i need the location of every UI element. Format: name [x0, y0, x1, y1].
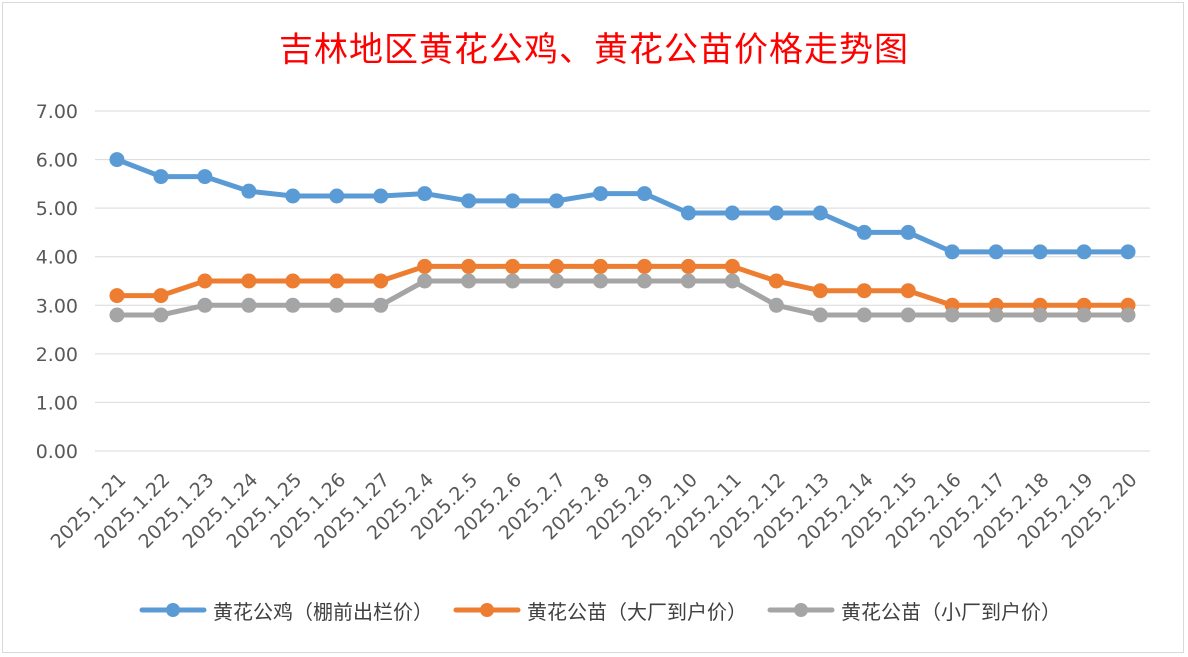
- data-point: [900, 307, 916, 323]
- legend-label: 黄花公鸡（棚前出栏价）: [213, 599, 433, 624]
- data-point: [417, 186, 433, 202]
- legend-item: 黄花公鸡（棚前出栏价）: [139, 596, 433, 625]
- data-point: [417, 273, 433, 289]
- data-point: [856, 283, 872, 299]
- data-point: [373, 273, 389, 289]
- data-point: [109, 288, 125, 304]
- data-point: [505, 193, 521, 209]
- data-point: [329, 297, 345, 313]
- data-point: [636, 273, 652, 289]
- data-point: [593, 273, 609, 289]
- data-point: [373, 188, 389, 204]
- data-point: [768, 205, 784, 221]
- data-point: [768, 273, 784, 289]
- data-point: [636, 186, 652, 202]
- data-point: [549, 258, 565, 274]
- data-point: [1120, 244, 1136, 260]
- data-point: [285, 188, 301, 204]
- legend-swatch: [767, 600, 835, 620]
- data-point: [153, 307, 169, 323]
- data-point: [197, 169, 213, 185]
- data-point: [109, 307, 125, 323]
- data-point: [1120, 307, 1136, 323]
- data-point: [1032, 244, 1048, 260]
- data-point: [856, 224, 872, 240]
- data-point: [549, 273, 565, 289]
- data-point: [988, 307, 1004, 323]
- legend-marker: [794, 603, 808, 617]
- data-point: [241, 297, 257, 313]
- data-point: [636, 258, 652, 274]
- y-tick-label: 6.00: [36, 150, 78, 172]
- data-point: [153, 169, 169, 185]
- legend-marker: [166, 603, 180, 617]
- data-point: [680, 205, 696, 221]
- legend-swatch: [139, 600, 207, 620]
- data-point: [505, 258, 521, 274]
- y-tick-label: 1.00: [36, 392, 78, 414]
- data-point: [373, 297, 389, 313]
- y-tick-label: 3.00: [36, 295, 78, 317]
- y-tick-label: 7.00: [36, 101, 78, 123]
- data-point: [461, 193, 477, 209]
- data-point: [109, 152, 125, 168]
- data-point: [329, 273, 345, 289]
- data-point: [988, 244, 1004, 260]
- data-point: [241, 273, 257, 289]
- series-line: [114, 263, 1131, 308]
- data-point: [680, 258, 696, 274]
- data-point: [812, 205, 828, 221]
- data-point: [680, 273, 696, 289]
- legend-label: 黄花公苗（小厂到户价）: [841, 599, 1061, 624]
- legend-label: 黄花公苗（大厂到户价）: [527, 599, 747, 624]
- data-point: [197, 273, 213, 289]
- legend-item: 黄花公苗（小厂到户价）: [767, 596, 1061, 625]
- legend-marker: [480, 603, 494, 617]
- data-point: [461, 273, 477, 289]
- data-point: [812, 307, 828, 323]
- data-point: [241, 183, 257, 199]
- data-point: [724, 258, 740, 274]
- series-line: [114, 157, 1131, 255]
- data-point: [153, 288, 169, 304]
- data-point: [1076, 244, 1092, 260]
- series-line: [114, 278, 1131, 318]
- data-point: [285, 273, 301, 289]
- data-point: [768, 297, 784, 313]
- chart-legend: 黄花公鸡（棚前出栏价） 黄花公苗（大厂到户价） 黄花公苗（小厂到户价）: [60, 592, 1140, 628]
- data-point: [724, 205, 740, 221]
- data-point: [329, 188, 345, 204]
- y-tick-label: 4.00: [36, 247, 78, 269]
- data-point: [1076, 307, 1092, 323]
- data-point: [812, 283, 828, 299]
- y-tick-label: 5.00: [36, 198, 78, 220]
- data-point: [856, 307, 872, 323]
- data-point: [900, 283, 916, 299]
- data-point: [197, 297, 213, 313]
- chart-title: 吉林地区黄花公鸡、黄花公苗价格走势图: [279, 30, 909, 70]
- data-point: [593, 258, 609, 274]
- y-tick-label: 0.00: [36, 441, 78, 463]
- legend-swatch: [453, 600, 521, 620]
- data-point: [461, 258, 477, 274]
- data-point: [505, 273, 521, 289]
- data-point: [593, 186, 609, 202]
- data-point: [944, 307, 960, 323]
- legend-item: 黄花公苗（大厂到户价）: [453, 596, 747, 625]
- data-point: [417, 258, 433, 274]
- data-point: [944, 244, 960, 260]
- y-tick-label: 2.00: [36, 344, 78, 366]
- data-point: [1032, 307, 1048, 323]
- data-point: [724, 273, 740, 289]
- data-point: [900, 224, 916, 240]
- data-point: [285, 297, 301, 313]
- data-point: [549, 193, 565, 209]
